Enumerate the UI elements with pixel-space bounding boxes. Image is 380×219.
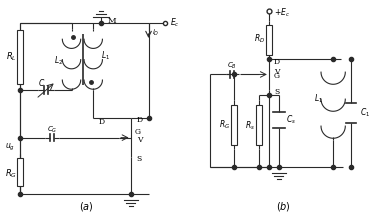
Bar — [17, 158, 23, 185]
Text: $R_G$: $R_G$ — [5, 168, 17, 180]
Text: G: G — [274, 72, 280, 80]
Text: $C_B$: $C_B$ — [228, 60, 238, 71]
Text: V: V — [137, 136, 142, 144]
Text: M: M — [107, 17, 116, 25]
Bar — [256, 105, 262, 145]
Text: G: G — [135, 128, 141, 136]
Text: $R_s$: $R_s$ — [245, 120, 255, 132]
Text: $R_G$: $R_G$ — [219, 118, 230, 131]
Text: D: D — [274, 58, 280, 66]
Bar — [231, 105, 238, 145]
Text: $E_c$: $E_c$ — [170, 17, 180, 29]
Text: D: D — [98, 118, 104, 126]
Text: $C_G$: $C_G$ — [47, 125, 57, 135]
Text: S: S — [274, 88, 279, 96]
Text: $C_1$: $C_1$ — [360, 107, 370, 119]
Text: $L_1$: $L_1$ — [101, 49, 110, 62]
Text: $C$: $C$ — [38, 77, 46, 88]
Text: S: S — [137, 155, 142, 163]
Text: $R_D$: $R_D$ — [253, 33, 265, 45]
Bar — [17, 30, 23, 83]
Bar — [266, 25, 272, 55]
Text: $C_s$: $C_s$ — [286, 114, 296, 126]
Text: $(b)$: $(b)$ — [276, 200, 291, 213]
Text: $u_g$: $u_g$ — [5, 142, 15, 153]
Text: $R_L$: $R_L$ — [6, 50, 17, 63]
Text: $L_2$: $L_2$ — [54, 54, 63, 67]
Text: D: D — [137, 116, 143, 124]
Text: $(a)$: $(a)$ — [79, 200, 94, 213]
Text: $+E_c$: $+E_c$ — [274, 7, 290, 19]
Text: V: V — [274, 69, 279, 76]
Text: $i_D$: $i_D$ — [152, 28, 160, 38]
Text: $L_1$: $L_1$ — [314, 93, 323, 105]
